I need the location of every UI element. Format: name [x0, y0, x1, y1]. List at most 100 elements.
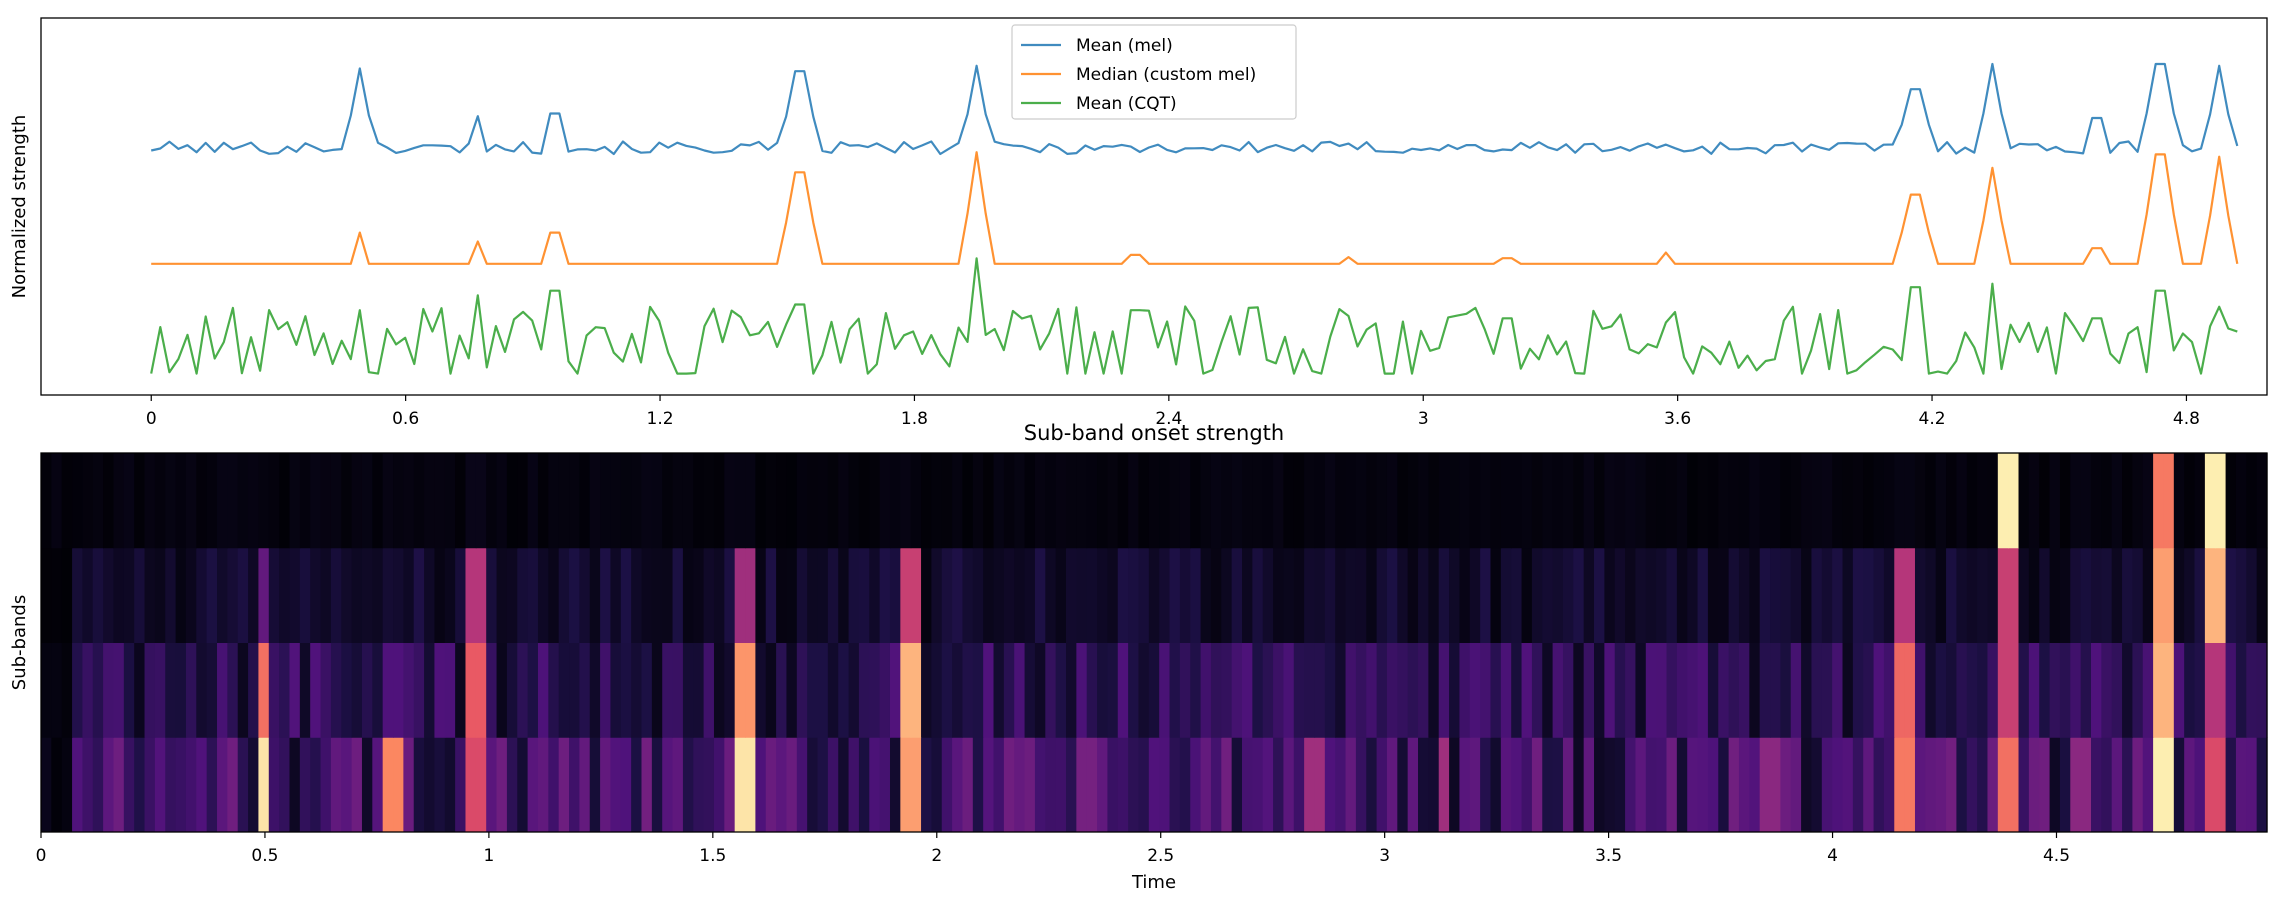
heatmap-cell	[1707, 547, 1719, 643]
heatmap-cell	[361, 737, 373, 833]
heatmap-cell	[455, 737, 467, 833]
heatmap-cell	[931, 453, 943, 549]
heatmap-cell	[651, 737, 663, 833]
heatmap-cell	[320, 547, 332, 643]
heatmap-cell	[1169, 737, 1181, 833]
heatmap-cell	[703, 737, 715, 833]
heatmap-cell	[1811, 453, 1823, 549]
heatmap-cells	[41, 453, 2268, 833]
heatmap-cell	[1614, 547, 1626, 643]
heatmap-cell	[693, 642, 705, 738]
heatmap-cell	[1418, 453, 1429, 549]
heatmap-cell	[1780, 547, 1792, 643]
heatmap-cell	[341, 737, 353, 833]
heatmap-cell	[827, 453, 839, 549]
heatmap-cell	[1821, 453, 1833, 549]
heatmap-cell	[910, 453, 922, 549]
bottom-xtick-label: 3	[1379, 846, 1390, 866]
heatmap-cell	[1283, 453, 1295, 549]
heatmap-cell	[682, 642, 694, 738]
heatmap-cell	[776, 737, 788, 833]
heatmap-cell	[1625, 453, 1637, 549]
heatmap-cell	[227, 453, 239, 549]
heatmap-cell	[1770, 547, 1781, 643]
heatmap-cell	[2132, 737, 2144, 833]
heatmap-cell	[548, 547, 560, 643]
heatmap-cell	[1117, 547, 1129, 643]
heatmap-cell	[196, 453, 208, 549]
heatmap-cell	[1159, 547, 1171, 643]
heatmap-cell	[1500, 547, 1512, 643]
heatmap-cell	[1718, 642, 1730, 738]
heatmap-cell	[1728, 737, 1740, 833]
heatmap-cell	[1759, 453, 1771, 549]
heatmap-cell	[1687, 737, 1699, 833]
heatmap-cell	[1977, 737, 1989, 833]
heatmap-cell	[631, 737, 643, 833]
heatmap-cell	[662, 453, 674, 549]
heatmap-cell	[1304, 737, 1316, 833]
heatmap-cell	[1386, 642, 1398, 738]
heatmap-cell	[1066, 547, 1077, 643]
heatmap-cell	[2173, 547, 2185, 643]
heatmap-cell	[1055, 737, 1067, 833]
heatmap-cell	[424, 737, 436, 833]
heatmap-cell	[206, 642, 218, 738]
heatmap-cell	[175, 642, 187, 738]
heatmap-cell	[1625, 642, 1637, 738]
heatmap-cell	[248, 737, 260, 833]
heatmap-cell	[1376, 547, 1388, 643]
heatmap-cell	[361, 547, 373, 643]
heatmap-cell	[1697, 737, 1709, 833]
heatmap-cell	[2018, 547, 2030, 643]
heatmap-cell	[1231, 737, 1243, 833]
legend-label: Mean (CQT)	[1076, 94, 1177, 114]
bottom-ylabel: Sub-bands	[9, 595, 30, 690]
heatmap-cell	[1614, 453, 1626, 549]
heatmap-cell	[1107, 453, 1119, 549]
heatmap-cell	[1345, 737, 1357, 833]
top-xtick-label: 4.2	[1919, 409, 1946, 429]
heatmap-cell	[1966, 737, 1978, 833]
heatmap-cell	[1283, 547, 1295, 643]
heatmap-cell	[1314, 737, 1326, 833]
heatmap-cell	[1480, 642, 1492, 738]
heatmap-cell	[279, 642, 291, 738]
heatmap-cell	[941, 642, 953, 738]
heatmap-cell	[496, 737, 508, 833]
heatmap-cell	[817, 453, 829, 549]
heatmap-cell	[1728, 642, 1740, 738]
heatmap-cell	[413, 547, 425, 643]
heatmap-cell	[1024, 737, 1036, 833]
heatmap-cell	[1210, 642, 1222, 738]
heatmap-cell	[1718, 453, 1730, 549]
heatmap-cell	[1562, 642, 1574, 738]
heatmap-cell	[486, 737, 498, 833]
heatmap-cell	[796, 547, 808, 643]
heatmap-cell	[1656, 642, 1668, 738]
heatmap-cell	[921, 642, 932, 738]
heatmap-cell	[403, 453, 415, 549]
heatmap-cell	[1883, 453, 1895, 549]
heatmap-cell	[2256, 642, 2268, 738]
heatmap-cell	[1863, 547, 1875, 643]
heatmap-cell	[1894, 737, 1906, 833]
heatmap-cell	[299, 737, 311, 833]
heatmap-cell	[1076, 453, 1088, 549]
heatmap-cell	[2070, 453, 2082, 549]
heatmap-cell	[320, 453, 332, 549]
bottom-xtick-label: 1	[483, 846, 494, 866]
top-xtick-label: 3.6	[1664, 409, 1691, 429]
heatmap-cell	[496, 453, 508, 549]
heatmap-cell	[1148, 642, 1160, 738]
heatmap-cell	[196, 547, 208, 643]
heatmap-cell	[2194, 642, 2206, 738]
heatmap-cell	[1159, 453, 1171, 549]
heatmap-cell	[776, 453, 788, 549]
heatmap-cell	[279, 453, 291, 549]
heatmap-cell	[517, 547, 529, 643]
heatmap-cell	[2132, 547, 2144, 643]
heatmap-cell	[1811, 737, 1823, 833]
heatmap-cell	[1738, 737, 1750, 833]
heatmap-cell	[103, 737, 115, 833]
